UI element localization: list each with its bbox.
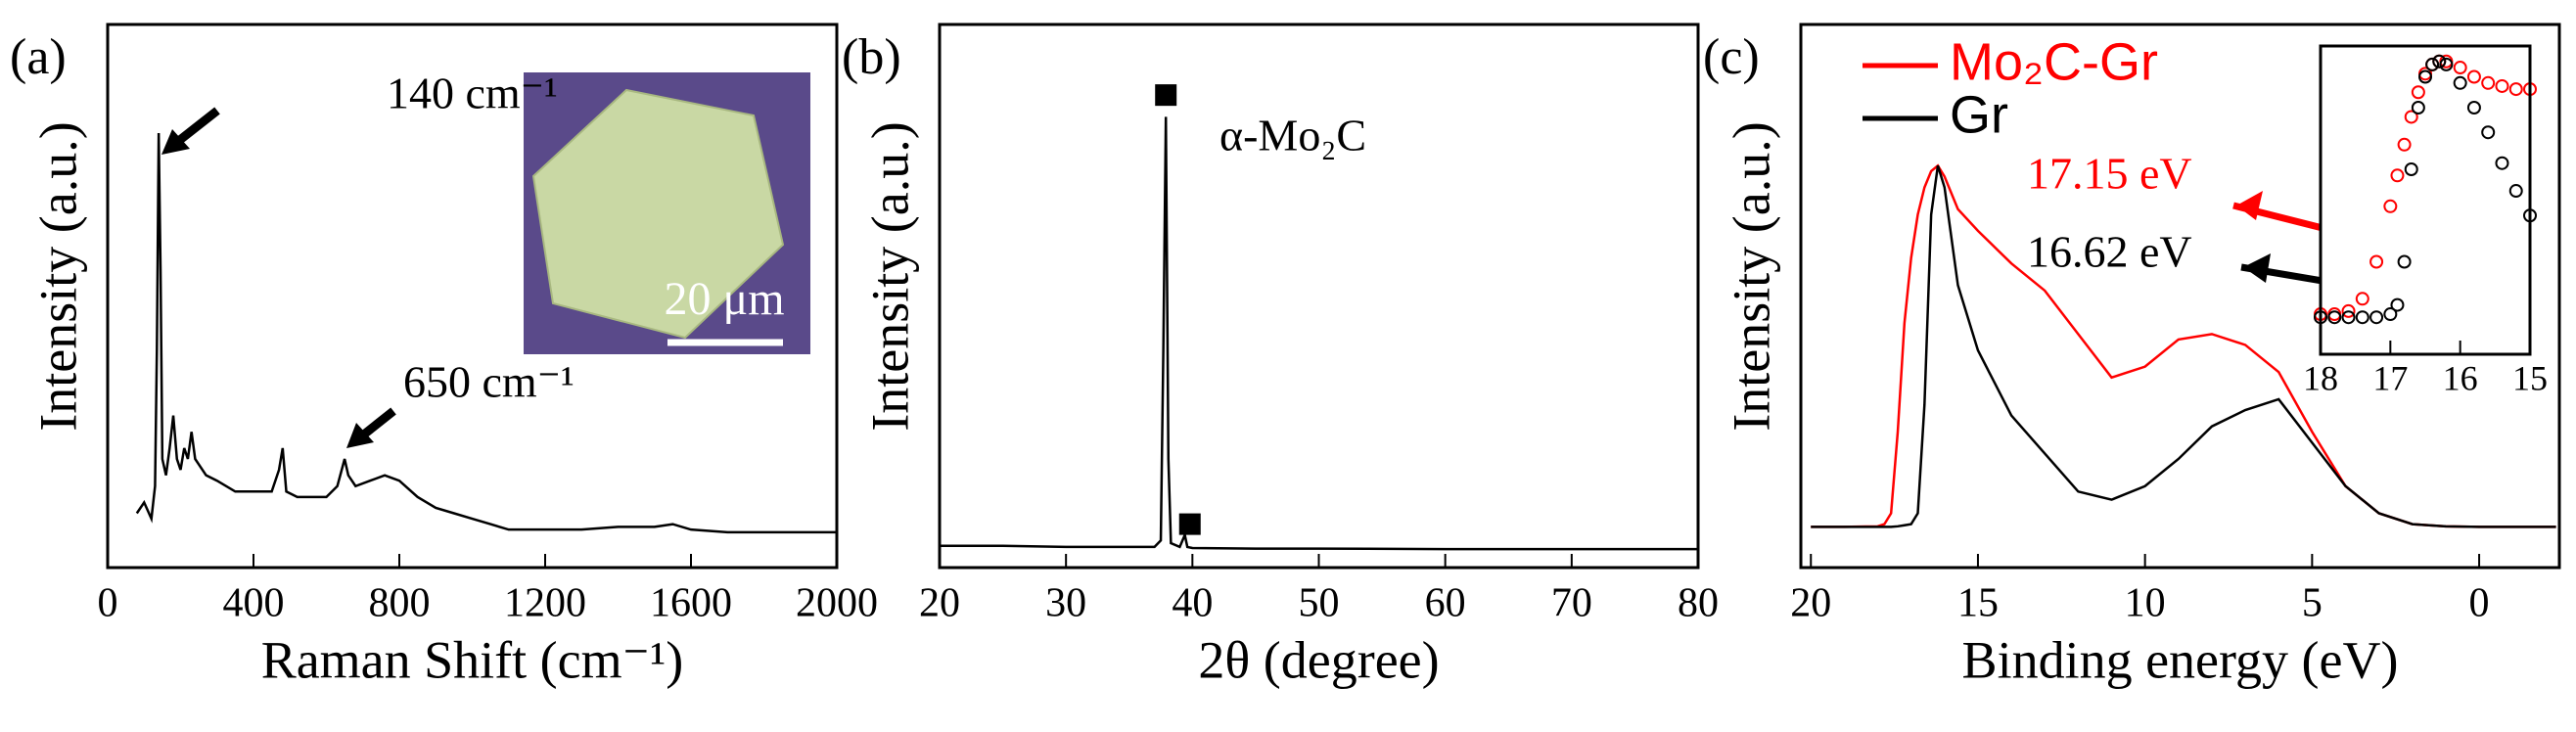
data-point: [2495, 156, 2509, 170]
annotation: 140 cm⁻¹: [387, 69, 558, 118]
annotation: 17.15 eV: [2027, 149, 2192, 199]
data-point: [2411, 101, 2425, 114]
scale-label: 20 μm: [664, 273, 784, 325]
x-tick-label: 20: [919, 581, 960, 626]
data-point: [2466, 101, 2481, 114]
data-line: [135, 132, 837, 534]
x-tick-label: 15: [2512, 358, 2548, 397]
annotation: 16.62 eV: [2027, 227, 2192, 277]
x-tick-label: 5: [2302, 581, 2323, 626]
arrow: [357, 407, 396, 441]
x-tick-label: 16: [2443, 358, 2478, 397]
x-tick-label: 800: [369, 581, 431, 626]
x-tick-label: 0: [2469, 581, 2490, 626]
data-point: [2453, 61, 2467, 75]
data-point: [2432, 54, 2447, 69]
x-axis-label: Raman Shift (cm⁻¹): [261, 630, 684, 689]
plot-frame: [106, 23, 839, 570]
data-point: [2453, 75, 2467, 90]
data-point: [2355, 310, 2369, 325]
inset-background: [2321, 46, 2530, 354]
panel-label: (c): [1703, 29, 1760, 85]
data-point: [2481, 125, 2496, 140]
panel-label: (b): [842, 29, 901, 85]
data-point: [2439, 57, 2454, 71]
annotation: 650 cm⁻¹: [403, 357, 575, 407]
y-axis-label: Intensity (a.u.): [1722, 121, 1780, 431]
data-point: [2383, 199, 2398, 213]
x-tick-label: 0: [98, 581, 118, 626]
data-point: [2397, 137, 2412, 152]
x-tick-label: 1600: [650, 581, 732, 626]
data-point: [2495, 78, 2509, 93]
data-point: [2425, 57, 2440, 71]
data-point: [2355, 292, 2369, 306]
arrowhead: [161, 129, 190, 155]
data-point: [2390, 297, 2405, 312]
data-point: [2369, 254, 2384, 269]
peak-marker: [1178, 513, 1201, 535]
data-point: [2404, 110, 2418, 124]
annotation: α-Mo₂C: [1219, 111, 1366, 160]
data-line: [940, 116, 1698, 551]
x-tick-label: 2000: [796, 581, 878, 626]
data-point: [2383, 307, 2398, 322]
x-tick-label: 80: [1678, 581, 1719, 626]
y-axis-label: Intensity (a.u.): [28, 121, 87, 431]
plot-frame: [2319, 44, 2532, 356]
data-point: [2390, 168, 2405, 183]
x-tick-label: 50: [1299, 581, 1340, 626]
data-point: [2397, 254, 2412, 269]
data-point: [2369, 310, 2384, 325]
x-tick-label: 18: [2303, 358, 2338, 397]
x-tick-label: 17: [2372, 358, 2408, 397]
x-tick-label: 1200: [504, 581, 586, 626]
data-point: [2341, 303, 2356, 318]
data-point: [2466, 69, 2481, 84]
panel-label: (a): [10, 29, 67, 85]
x-tick-label: 400: [223, 581, 285, 626]
arrowhead: [2236, 191, 2263, 220]
y-axis-label: Intensity (a.u.): [860, 121, 919, 431]
arrowhead: [2243, 253, 2271, 283]
plot-frame: [1799, 23, 2561, 570]
x-tick-label: 70: [1551, 581, 1592, 626]
peak-marker: [1155, 84, 1177, 107]
plot-frame: [938, 23, 1700, 570]
data-point: [2508, 184, 2523, 199]
x-axis-label: Binding energy (eV): [1962, 630, 2399, 689]
x-tick-label: 40: [1172, 581, 1213, 626]
arrowhead: [346, 423, 374, 448]
x-tick-label: 30: [1045, 581, 1086, 626]
data-point: [2404, 162, 2418, 176]
arrow: [173, 107, 220, 147]
legend-label: Mo₂C-Gr: [1950, 32, 2158, 91]
data-point: [2327, 310, 2342, 325]
data-point: [2481, 75, 2496, 90]
x-tick-label: 10: [2125, 581, 2166, 626]
legend-label: Gr: [1950, 85, 2008, 144]
data-point: [2341, 310, 2356, 325]
x-tick-label: 15: [1957, 581, 1999, 626]
hexagon-crystal: [531, 88, 785, 340]
data-point: [2418, 69, 2432, 84]
data-line: [1811, 164, 2556, 528]
data-point: [2508, 82, 2523, 97]
x-axis-label: 2θ (degree): [1198, 630, 1439, 689]
data-point: [2411, 85, 2425, 100]
x-tick-label: 60: [1425, 581, 1466, 626]
x-tick-label: 20: [1790, 581, 1831, 626]
